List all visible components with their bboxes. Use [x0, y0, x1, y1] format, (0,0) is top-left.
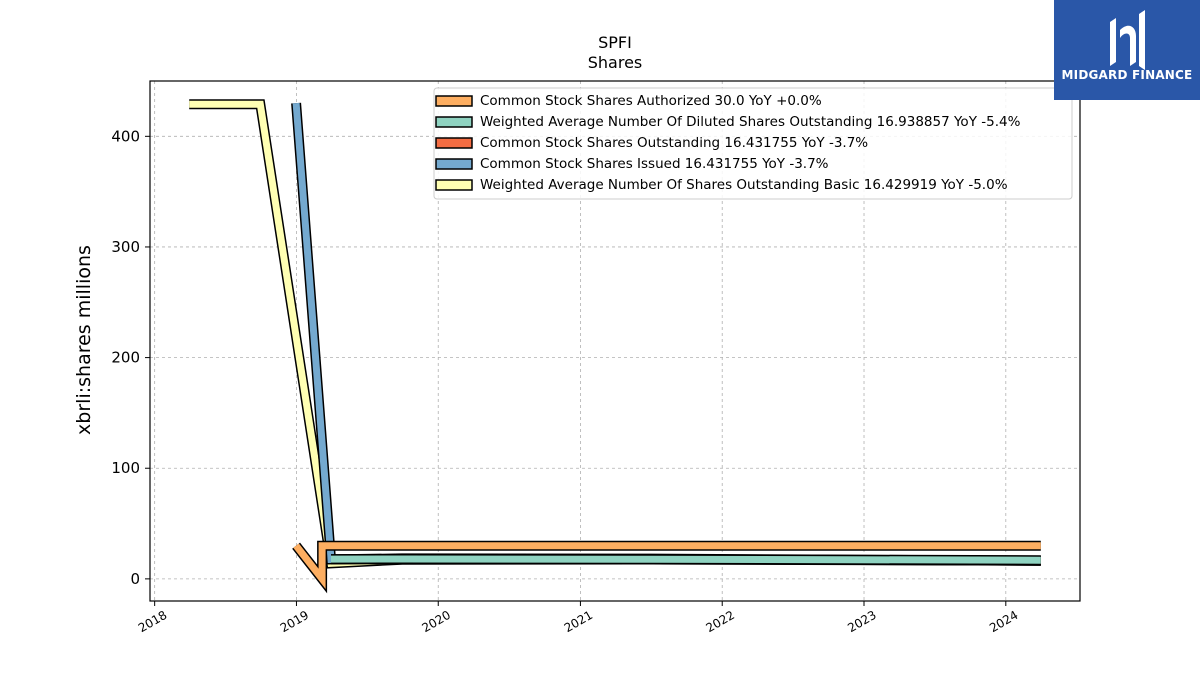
legend-swatch	[435, 137, 473, 149]
y-tick-label: 100	[111, 459, 140, 477]
series-stroke	[330, 555, 1041, 564]
logo-mark-icon	[1110, 10, 1145, 70]
y-tick-label: 300	[111, 238, 140, 256]
x-tick-label: 2019	[278, 608, 311, 635]
chart-title: SPFI	[598, 33, 632, 52]
y-axis-label: xbrli:shares millions	[73, 245, 95, 435]
legend-swatch	[435, 158, 473, 170]
x-tick-label: 2018	[136, 608, 169, 635]
chart-subtitle: Shares	[588, 53, 643, 72]
legend-label: Common Stock Shares Authorized 30.0 YoY …	[480, 93, 822, 109]
y-tick-label: 0	[130, 570, 140, 588]
y-tick-label: 200	[111, 349, 140, 367]
legend-box	[433, 87, 1073, 200]
brand-logo: MIDGARD FINANCE	[1054, 0, 1200, 100]
legend-swatch	[435, 95, 473, 107]
x-tick-label: 2021	[562, 608, 595, 635]
x-tick-label: 2022	[703, 608, 736, 635]
x-tick-label: 2024	[987, 608, 1020, 635]
axes-frame	[149, 80, 1081, 602]
legend-label: Common Stock Shares Outstanding 16.43175…	[480, 135, 868, 151]
logo-text: MIDGARD FINANCE	[1061, 68, 1193, 82]
legend-label: Weighted Average Number Of Shares Outsta…	[480, 177, 1008, 193]
legend-label: Weighted Average Number Of Diluted Share…	[480, 114, 1021, 130]
series-stroke	[293, 542, 1041, 590]
legend-swatch	[435, 116, 473, 128]
y-tick-label: 400	[111, 127, 140, 145]
x-tick-label: 2023	[845, 608, 878, 635]
legend: Common Stock Shares Authorized 30.0 YoY …	[433, 87, 1073, 200]
series-line-1	[330, 553, 1041, 566]
legend-swatch	[435, 179, 473, 191]
series-line-0	[292, 540, 1041, 594]
plot-area: 0 100 200 300 400 2018 2019 2020 2021 2022 2023 202…	[111, 80, 1081, 635]
legend-label: Common Stock Shares Issued 16.431755 YoY…	[480, 156, 829, 172]
x-tick-label: 2020	[420, 608, 453, 635]
